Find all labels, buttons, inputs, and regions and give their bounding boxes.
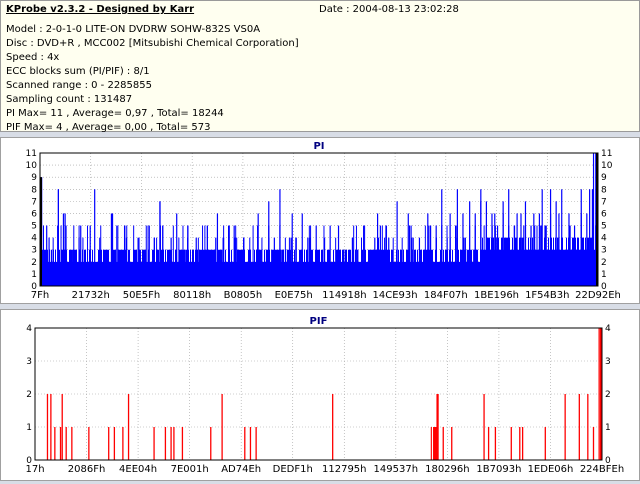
x-tick-label: DEDF1h xyxy=(273,464,313,475)
plot-frame xyxy=(39,152,599,287)
y-tick-label-right: 3 xyxy=(601,246,607,256)
y-tick-label-left: 3 xyxy=(26,357,32,367)
y-tick-label-left: 0 xyxy=(26,456,32,466)
x-tick-label: 184F07h xyxy=(424,290,468,301)
pi-chart-panel: PI 0 0 1 1 2 2 3 3 4 4 5 5 6 6 7 7 8 8 9 9 10 10 11 11 7Fh 21732h 5… xyxy=(0,137,640,304)
y-tick-label-left: 9 xyxy=(31,173,37,183)
y-tick-label-left: 6 xyxy=(31,209,37,219)
series-bars xyxy=(46,328,602,460)
y-tick-label-left: 11 xyxy=(26,149,37,159)
y-tick-label-left: 2 xyxy=(26,390,32,400)
y-tick-label-right: 1 xyxy=(601,270,607,280)
x-tick-label: 1BE196h xyxy=(474,290,519,301)
app-title: KProbe v2.3.2 - Designed by Karr xyxy=(6,4,195,15)
y-tick-label-right: 5 xyxy=(601,222,607,232)
y-tick-label-right: 1 xyxy=(605,423,611,433)
y-tick-label-left: 1 xyxy=(26,423,32,433)
x-tick-label: 114918h xyxy=(322,290,367,301)
chart-title: PIF xyxy=(310,316,328,327)
x-tick-label: 7Fh xyxy=(31,290,49,301)
pif-chart-panel: PIF 0 0 1 1 2 2 3 3 4 4 17h 2086Fh 4EE04h 7E001h AD74Eh… xyxy=(0,309,640,481)
x-tick-label: E0E75h xyxy=(275,290,313,301)
pif-cluster xyxy=(433,427,438,460)
pif-cluster xyxy=(436,394,439,460)
chart-title: PI xyxy=(313,141,324,152)
x-tick-label: 224BFEh xyxy=(580,464,624,475)
y-tick-label-right: 2 xyxy=(601,258,607,268)
y-tick-label-right: 0 xyxy=(601,282,607,292)
scan-date: Date : 2004-08-13 23:02:28 xyxy=(319,4,459,15)
x-tick-label: 2086Fh xyxy=(68,464,106,475)
x-tick-label: 17h xyxy=(25,464,44,475)
y-tick-label-left: 2 xyxy=(31,258,37,268)
series-bars xyxy=(40,153,598,286)
x-tick-label: 14CE93h xyxy=(373,290,418,301)
x-tick-label: 21732h xyxy=(72,290,110,301)
y-tick-label-left: 1 xyxy=(31,270,37,280)
x-tick-label: 112795h xyxy=(322,464,367,475)
plot-frame xyxy=(34,327,603,461)
x-tick-label: 80118h xyxy=(173,290,211,301)
info-model: Model : 2-0-1-0 LITE-ON DVDRW SOHW-832S … xyxy=(6,24,261,35)
y-tick-label-right: 9 xyxy=(601,173,607,183)
x-tick-label: B0805h xyxy=(224,290,263,301)
info-pi-stats: PI Max= 11 , Average= 0,97 , Total= 1824… xyxy=(6,108,224,119)
info-sampling: Sampling count : 131487 xyxy=(6,94,133,105)
pif-cluster xyxy=(430,427,432,460)
x-tick-label: 50E5Fh xyxy=(123,290,161,301)
y-tick-label-right: 2 xyxy=(605,390,611,400)
info-range: Scanned range : 0 - 2285855 xyxy=(6,80,152,91)
info-speed: Speed : 4x xyxy=(6,52,60,63)
x-tick-label: 1EDE06h xyxy=(528,464,574,475)
x-tick-label: AD74Eh xyxy=(221,464,261,475)
y-tick-label-left: 10 xyxy=(26,161,38,171)
info-pif-stats: PIF Max= 4 , Average= 0,00 , Total= 573 xyxy=(6,122,211,133)
y-tick-label-right: 7 xyxy=(601,197,607,207)
x-tick-label: 22D92Eh xyxy=(575,290,621,301)
x-tick-label: 7E001h xyxy=(171,464,209,475)
y-tick-label-left: 8 xyxy=(31,185,37,195)
y-tick-label-left: 4 xyxy=(31,234,37,244)
y-tick-label-right: 3 xyxy=(605,357,611,367)
pif-chart: PIF 0 0 1 1 2 2 3 3 4 4 17h 2086Fh 4EE04h 7E001h AD74Eh… xyxy=(25,316,624,475)
y-tick-label-right: 11 xyxy=(601,149,612,159)
y-tick-label-right: 10 xyxy=(601,161,613,171)
x-tick-label: 149537h xyxy=(374,464,419,475)
y-tick-label-left: 3 xyxy=(31,246,37,256)
x-tick-label: 1F54B3h xyxy=(525,290,569,301)
y-tick-label-left: 5 xyxy=(31,222,37,232)
x-tick-label: 180296h xyxy=(425,464,470,475)
y-tick-label-right: 4 xyxy=(605,324,611,334)
y-tick-label-left: 4 xyxy=(26,324,32,334)
info-panel: KProbe v2.3.2 - Designed by Karr Date : … xyxy=(0,0,640,133)
y-tick-label-right: 6 xyxy=(601,209,607,219)
y-tick-label-left: 0 xyxy=(31,282,37,292)
x-tick-label: 4EE04h xyxy=(119,464,157,475)
y-tick-label-right: 8 xyxy=(601,185,607,195)
plot-area xyxy=(34,327,603,461)
info-disc: Disc : DVD+R , MCC002 [Mitsubishi Chemic… xyxy=(6,38,299,49)
x-tick-label: 1B7093h xyxy=(476,464,521,475)
y-tick-label-right: 4 xyxy=(601,234,607,244)
y-tick-label-right: 0 xyxy=(605,456,611,466)
y-tick-label-left: 7 xyxy=(31,197,37,207)
info-ecc: ECC blocks sum (PI/PIF) : 8/1 xyxy=(6,66,150,77)
